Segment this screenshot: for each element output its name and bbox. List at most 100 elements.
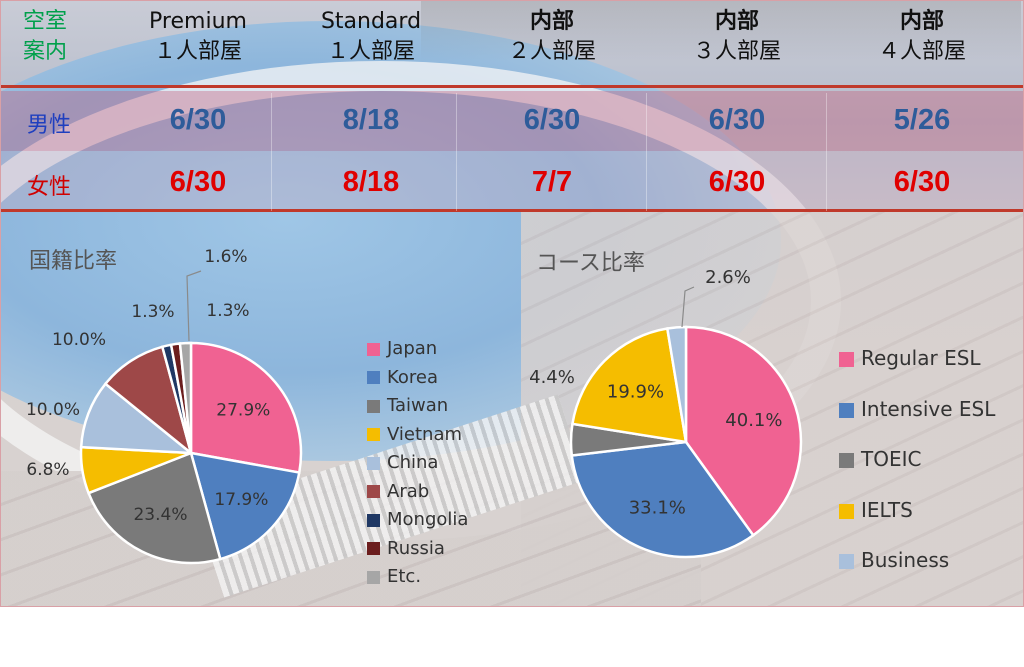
vacancy-heading-line2: 案内 bbox=[23, 39, 68, 64]
legend-item-taiwan: Taiwan bbox=[367, 395, 448, 416]
room-capacity: １人部屋 bbox=[326, 39, 415, 64]
legend-swatch bbox=[367, 342, 380, 356]
data-label-toeic: 4.4% bbox=[529, 367, 575, 388]
legend-label: Arab bbox=[387, 480, 430, 502]
legend-swatch bbox=[367, 485, 380, 498]
female-vacancy-1: 6/30 bbox=[169, 166, 227, 198]
pie-slice-korea bbox=[189, 451, 301, 561]
room-type-header-2: Standard １人部屋 bbox=[281, 7, 461, 67]
room-type-header-3: 内部 ２人部屋 bbox=[462, 7, 642, 67]
nationality-chart-title: 国籍比率 bbox=[29, 249, 118, 274]
legend-label: Taiwan bbox=[387, 395, 449, 416]
legend-label: Mongolia bbox=[387, 509, 469, 530]
room-type-name: Standard bbox=[320, 9, 422, 34]
room-capacity: ２人部屋 bbox=[507, 39, 596, 64]
female-vacancy-4: 6/30 bbox=[708, 166, 766, 198]
availability-panel: 空室 案内 Premium １人部屋 Standard １人部屋 内部 ２人部屋 内部 ３人部… bbox=[0, 0, 1024, 607]
vacancy-info-heading: 空室 案内 bbox=[23, 7, 67, 67]
table-bottom-divider bbox=[1, 209, 1023, 212]
legend-swatch bbox=[367, 371, 380, 384]
legend-item-china: China bbox=[367, 452, 438, 473]
legend-swatch bbox=[839, 554, 854, 569]
header-divider bbox=[1, 85, 1023, 88]
legend-swatch bbox=[839, 352, 854, 367]
legend-item-etc-: Etc. bbox=[367, 566, 421, 587]
male-vacancy-3: 6/30 bbox=[523, 104, 581, 136]
legend-label: China bbox=[387, 452, 439, 473]
room-capacity: ４人部屋 bbox=[877, 39, 966, 64]
legend-label: Business bbox=[861, 548, 950, 572]
data-label-vietnam: 6.8% bbox=[26, 460, 69, 480]
column-separator bbox=[271, 93, 272, 211]
room-type-name: Premium bbox=[149, 9, 247, 34]
legend-item-japan: Japan bbox=[367, 338, 437, 359]
legend-swatch bbox=[839, 453, 854, 468]
data-label-japan: 27.9% bbox=[216, 400, 270, 420]
column-separator bbox=[646, 93, 647, 211]
pie-slice-ielts bbox=[571, 327, 688, 444]
legend-item-arab: Arab bbox=[367, 481, 429, 502]
legend-item-regular-esl: Regular ESL bbox=[839, 346, 981, 370]
legend-swatch bbox=[839, 402, 854, 418]
legend-label: Regular ESL bbox=[861, 346, 981, 370]
data-label-china: 10.0% bbox=[26, 400, 80, 420]
data-label-etc-: 1.6% bbox=[204, 247, 247, 267]
legend-label: TOEIC bbox=[861, 447, 922, 471]
legend-swatch bbox=[367, 542, 380, 555]
male-vacancy-4: 6/30 bbox=[708, 104, 766, 136]
legend-swatch bbox=[367, 513, 380, 527]
course-chart-title: コース比率 bbox=[536, 251, 645, 276]
legend-item-business: Business bbox=[839, 548, 949, 572]
legend-item-korea: Korea bbox=[367, 367, 438, 388]
legend-item-ielts: IELTS bbox=[839, 498, 913, 522]
legend-label: IELTS bbox=[861, 497, 913, 522]
female-vacancy-3: 7/7 bbox=[531, 166, 573, 198]
course-pie-chart: 40.1% 33.1% 4.4% 19.9% 2.6% bbox=[529, 267, 803, 559]
column-separator bbox=[456, 93, 457, 211]
room-type-header-4: 内部 ３人部屋 bbox=[647, 7, 827, 67]
leader-line bbox=[681, 286, 695, 328]
data-label-mongolia: 1.3% bbox=[131, 302, 174, 322]
pie-slice-intensive-esl bbox=[570, 440, 755, 559]
room-capacity: １人部屋 bbox=[153, 39, 242, 64]
data-label-intensive-esl: 33.1% bbox=[629, 497, 686, 518]
room-type-name: 内部 bbox=[899, 9, 944, 34]
room-capacity: ３人部屋 bbox=[692, 39, 781, 64]
male-vacancy-2: 8/18 bbox=[342, 104, 400, 136]
room-type-name: 内部 bbox=[714, 9, 759, 34]
data-label-taiwan: 23.4% bbox=[133, 505, 187, 525]
female-vacancy-2: 8/18 bbox=[342, 166, 400, 198]
pie-slice-etc- bbox=[178, 341, 193, 454]
room-type-header-1: Premium １人部屋 bbox=[108, 7, 288, 67]
legend-item-intensive-esl: Intensive ESL bbox=[839, 397, 995, 421]
legend-item-vietnam: Vietnam bbox=[367, 424, 462, 445]
female-vacancy-5: 6/30 bbox=[893, 166, 951, 198]
poolside-furniture-background bbox=[421, 1, 1021, 61]
male-vacancy-1: 6/30 bbox=[169, 104, 227, 136]
legend-label: Japan bbox=[387, 338, 438, 359]
female-row-label: 女性 bbox=[27, 175, 72, 200]
leader-line bbox=[186, 270, 202, 342]
nationality-pie-chart: 27.9% 17.9% 23.4% 6.8% 10.0% 10.0% 1.3% 1.3% 1.6… bbox=[26, 247, 303, 565]
legend-swatch bbox=[367, 456, 380, 470]
female-row-band bbox=[1, 151, 1023, 211]
column-separator bbox=[826, 93, 827, 211]
legend-swatch bbox=[367, 570, 380, 584]
data-label-regular-esl: 40.1% bbox=[725, 410, 782, 431]
vacancy-heading-line1: 空室 bbox=[23, 9, 68, 34]
data-label-business: 2.6% bbox=[705, 267, 751, 288]
legend-item-mongolia: Mongolia bbox=[367, 509, 468, 530]
legend-label: Etc. bbox=[387, 566, 422, 587]
room-type-header-5: 内部 ４人部屋 bbox=[832, 7, 1012, 67]
male-vacancy-5: 5/26 bbox=[893, 104, 951, 136]
legend-item-toeic: TOEIC bbox=[839, 447, 921, 471]
legend-label: Russia bbox=[387, 537, 445, 559]
legend-swatch bbox=[367, 428, 380, 441]
data-label-arab: 10.0% bbox=[52, 330, 106, 350]
legend-item-russia: Russia bbox=[367, 538, 445, 559]
legend-label: Korea bbox=[387, 366, 439, 388]
room-type-name: 内部 bbox=[529, 9, 574, 34]
legend-label: Intensive ESL bbox=[861, 396, 996, 421]
data-label-korea: 17.9% bbox=[214, 490, 268, 510]
pie-slice-japan bbox=[189, 341, 303, 475]
